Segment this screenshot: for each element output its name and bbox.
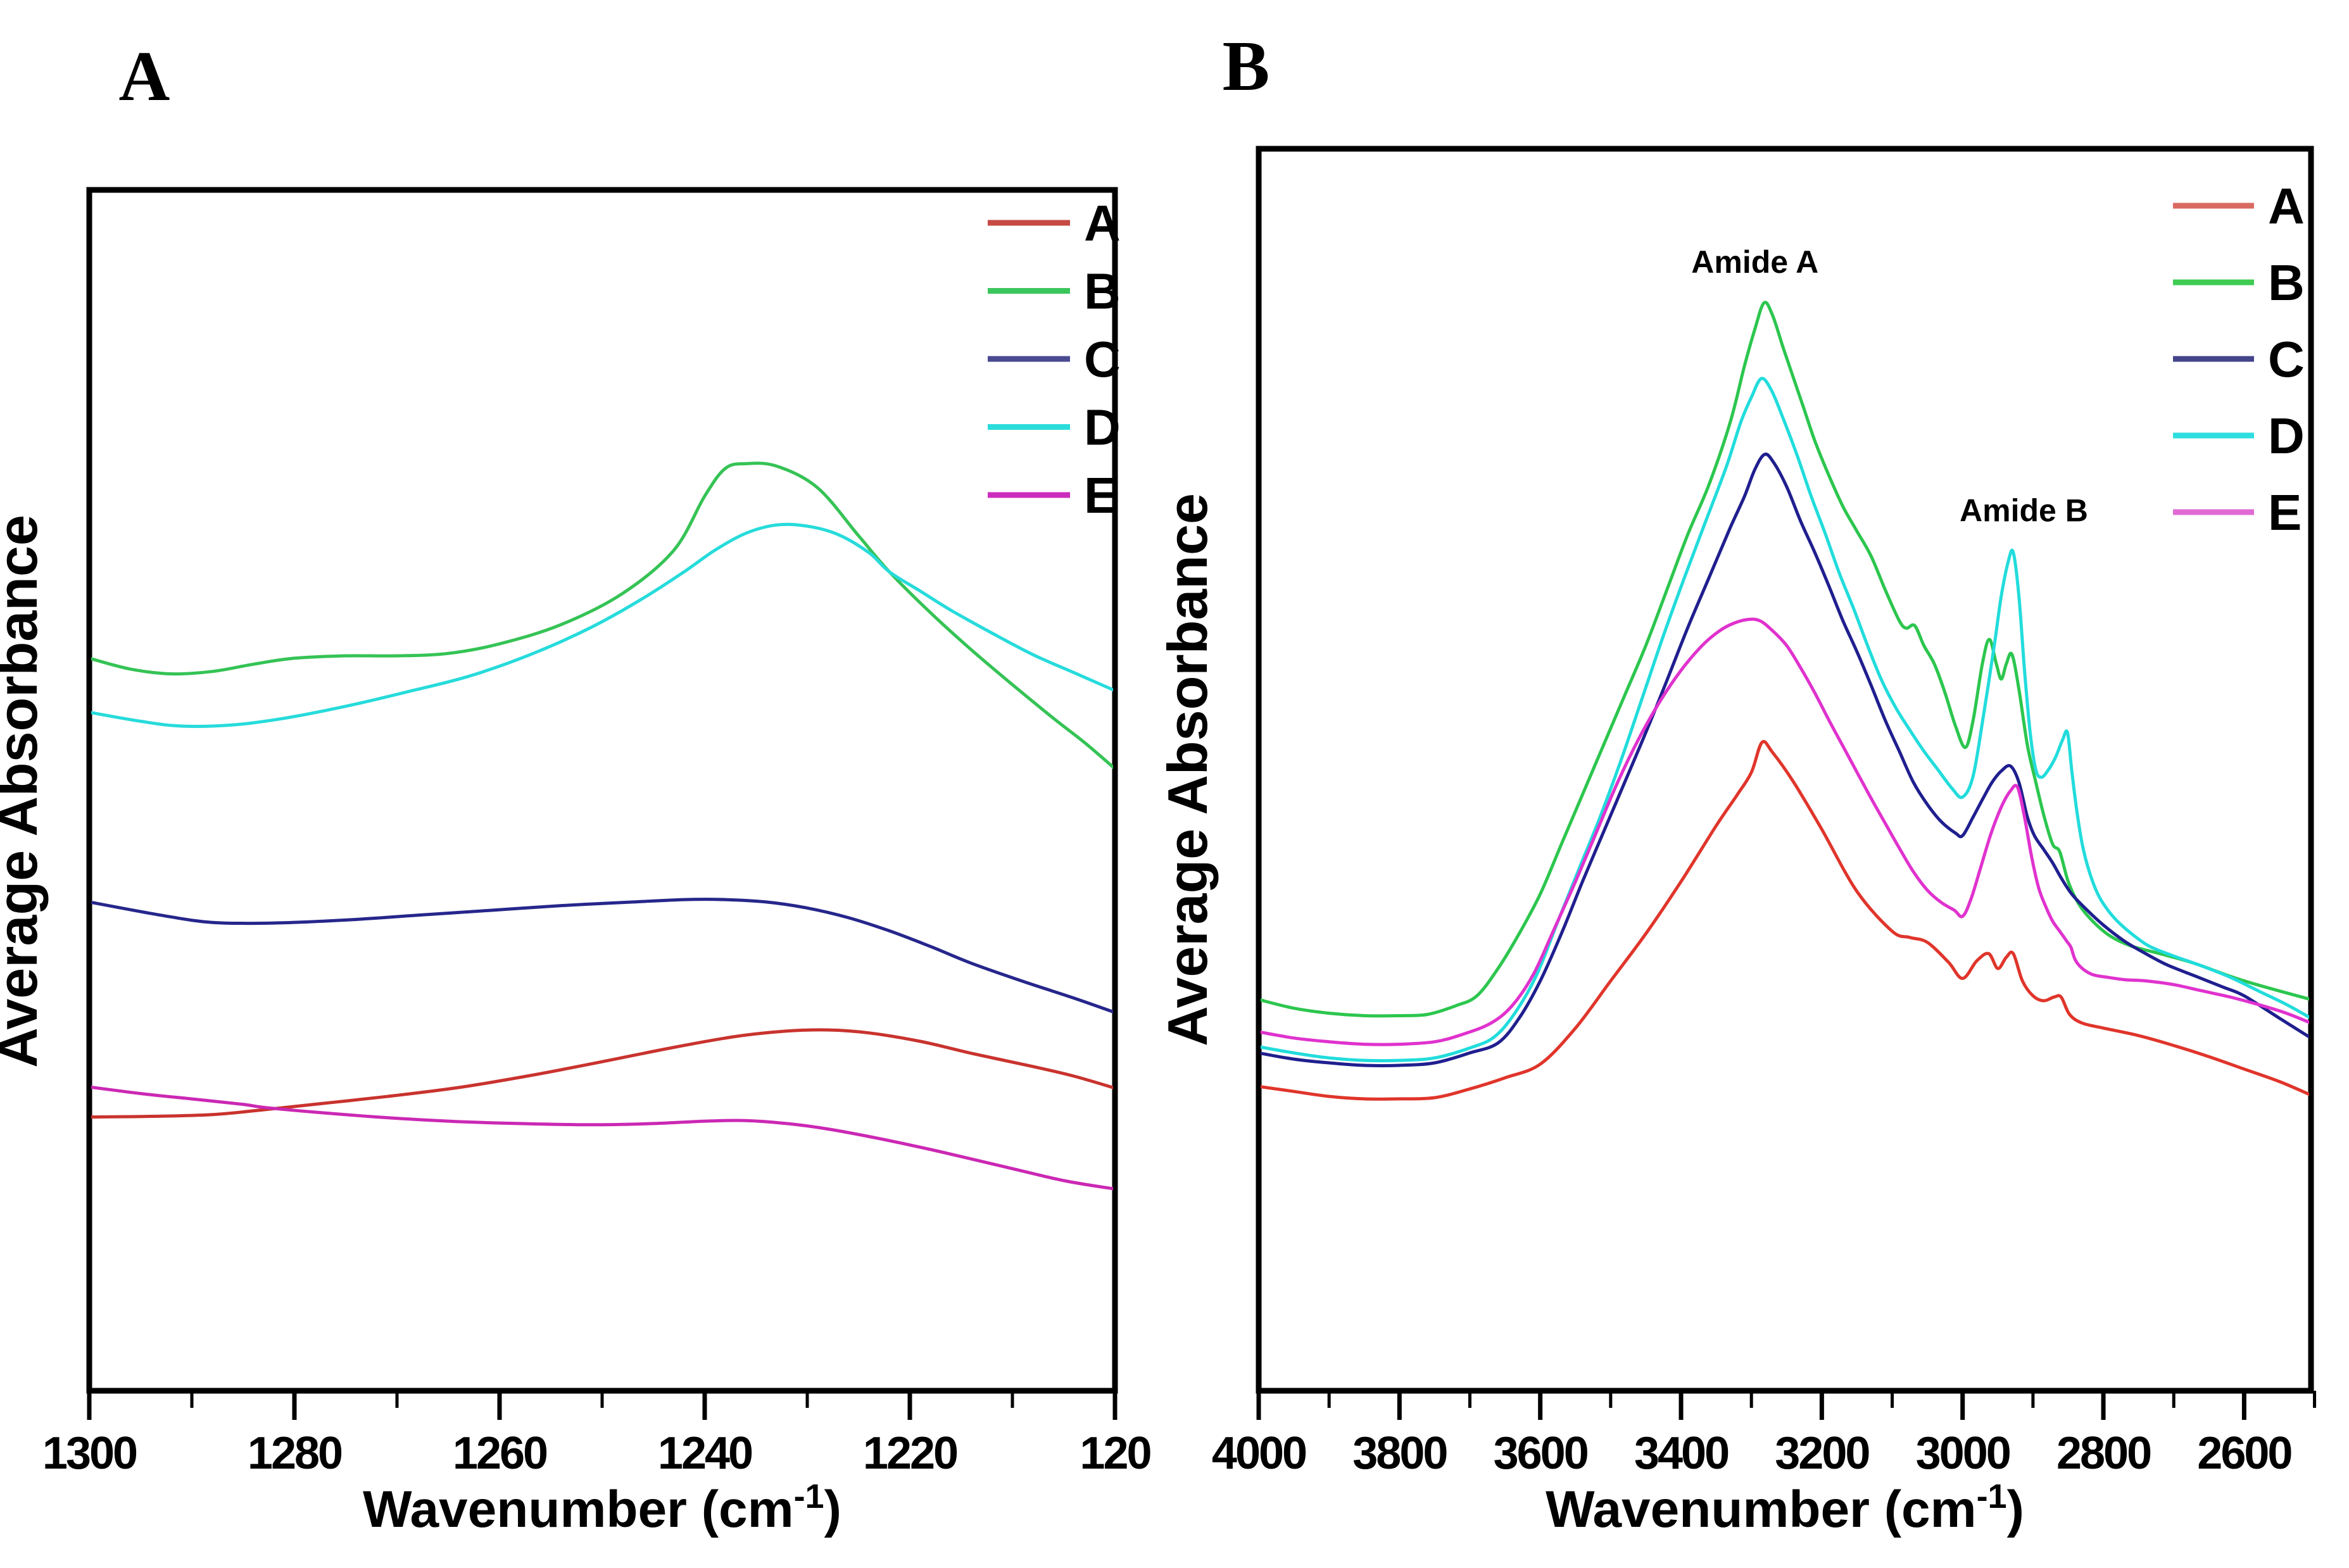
- x-tick-label: 1280: [248, 1428, 342, 1479]
- legend-label-B-E: E: [2268, 484, 2302, 541]
- x-tick-label: 3800: [1352, 1428, 1447, 1479]
- series-group-A: [91, 461, 1113, 1191]
- x-tick-label: 1260: [453, 1428, 547, 1479]
- spectrum-curve-B-A: [1261, 740, 2309, 1101]
- x-axis-label-B: Wavenumber (cm-1): [1546, 1477, 2024, 1538]
- x-axis-label-A: Wavenumber (cm-1): [363, 1477, 841, 1538]
- spectrum-curve-B-D: [1261, 377, 2309, 1063]
- x-ticks-A: 1300 1280 1260 1240 1220 120: [42, 1391, 1153, 1479]
- legend-label-B-A: A: [2268, 178, 2305, 234]
- x-tick-label: 3200: [1775, 1428, 1869, 1479]
- legend-label-A-B: B: [1084, 263, 1121, 320]
- panel-letter-B: B: [1223, 27, 1270, 106]
- x-tick-label: 4000: [1212, 1428, 1306, 1479]
- x-tick-label: 2800: [2056, 1428, 2151, 1479]
- y-axis-label-A: Average Absorbance: [0, 515, 49, 1068]
- spectrum-curve-A-E: [91, 1085, 1113, 1191]
- legend-label-A-A: A: [1084, 195, 1121, 251]
- legend-label-B-D: D: [2268, 408, 2305, 464]
- legend-label-B-C: C: [2268, 331, 2305, 387]
- x-ticks-B: 4000 3800 3600 3400 3200 3000 2800 2600: [1212, 1391, 2317, 1479]
- x-tick-label: 1300: [42, 1428, 137, 1479]
- panel-B: B 4000 3800 3600 3400 3200 3000 2800 2600 Wavenum…: [1156, 27, 2317, 1538]
- annotation-amide-a: Amide A: [1691, 244, 1818, 280]
- x-tick-label: 120: [1080, 1428, 1150, 1479]
- panel-letter-A: A: [119, 37, 170, 116]
- legend-label-A-E: E: [1084, 467, 1118, 524]
- spectrum-curve-A-B: [91, 461, 1113, 770]
- x-tick-label: 3000: [1916, 1428, 2010, 1479]
- y-axis-label-B: Average Absorbance: [1156, 493, 1219, 1046]
- legend-label-B-B: B: [2268, 254, 2305, 311]
- spectrum-curve-A-C: [91, 898, 1113, 1014]
- x-tick-label: 1220: [863, 1428, 957, 1479]
- spectrum-curve-A-A: [91, 1028, 1113, 1119]
- panel-A: A 1300 1280 1260 1240 1220 120 Wavenumber (cm-1…: [0, 37, 1153, 1538]
- spectrum-curve-B-C: [1261, 452, 2309, 1067]
- x-tick-label: 1240: [658, 1428, 752, 1479]
- plot-box-B: [1256, 146, 2314, 1394]
- legend-label-A-C: C: [1084, 331, 1121, 387]
- series-group-B: [1261, 301, 2309, 1101]
- x-tick-label: 3600: [1494, 1428, 1588, 1479]
- spectrum-curve-B-E: [1261, 617, 2309, 1046]
- annotation-amide-b: Amide B: [1960, 493, 2088, 529]
- x-tick-label: 2600: [2197, 1428, 2291, 1479]
- spectrum-curve-A-D: [91, 522, 1113, 728]
- x-tick-label: 3400: [1634, 1428, 1729, 1479]
- plot-box-A: [86, 187, 1118, 1394]
- legend-label-A-D: D: [1084, 399, 1121, 456]
- spectrum-curve-B-B: [1261, 301, 2309, 1018]
